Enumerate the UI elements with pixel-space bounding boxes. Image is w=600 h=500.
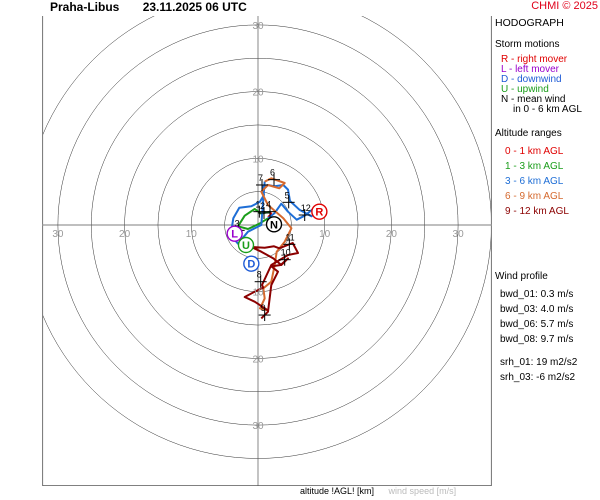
wind-profile-item: bwd_03: 4.0 m/s: [500, 304, 574, 315]
storm-motion-label: U: [242, 240, 250, 252]
altitude-range-item: 1 - 3 km AGL: [505, 161, 564, 172]
y-axis-label: wind speed [m/s]: [388, 486, 457, 496]
storm-motion-label: D: [247, 259, 255, 271]
footer: altitude !AGL! [km] wind speed [m/s]: [300, 486, 456, 496]
altitude-marker-label: 2: [260, 201, 265, 211]
tick-label: 10: [186, 229, 198, 240]
storm-motion-item: N - mean wind: [501, 94, 566, 105]
storm-motion-item: R - right mover: [501, 54, 568, 65]
wind-profile-title: Wind profile: [495, 271, 548, 282]
storm-motion-marker: [226, 225, 243, 242]
altitude-range-item: 9 - 12 km AGL: [505, 206, 569, 217]
altitude-marker-label: 1: [255, 200, 260, 210]
altitude-marker-label: 6: [270, 168, 275, 178]
storm-motions-list: R - right mover L - left mover D - downwin…: [495, 55, 582, 115]
datetime: 23.11.2025 06 UTC: [142, 0, 247, 14]
altitude-marker-label: 7: [258, 173, 263, 183]
altitude-range-item: 6 - 9 km AGL: [505, 191, 564, 202]
storm-motion-item: L - left mover: [501, 64, 559, 75]
hodograph-segment: [259, 177, 293, 312]
altitude-ranges-title: Altitude ranges: [495, 128, 562, 139]
tick-label: 20: [386, 229, 398, 240]
altitude-marker-label: 9: [261, 303, 266, 313]
tick-label: 10: [252, 154, 264, 165]
altitude-ranges-list: 0 - 1 km AGL 1 - 3 km AGL 3 - 6 km AGL 6 - …: [495, 147, 582, 222]
storm-motion-marker: [243, 255, 260, 272]
storm-motion-label: N: [270, 219, 278, 231]
chart-title: Praha-Libus 23.11.2025 06 UTC: [50, 0, 247, 14]
tick-label: 20: [252, 354, 264, 365]
legend-panel: HODOGRAPH Storm motions R - right mover L…: [495, 18, 582, 388]
storm-motion-item: D - downwind: [501, 74, 562, 85]
wind-profile-item: bwd_01: 0.3 m/s: [500, 289, 574, 300]
tick-label: 30: [52, 229, 64, 240]
altitude-marker-label: 10: [281, 248, 291, 258]
tick-label: 30: [252, 421, 264, 432]
axes-layer: [42, 16, 492, 486]
wind-profile-item: bwd_08: 9.7 m/s: [500, 334, 574, 345]
altitude-marker-label: 4: [266, 200, 271, 210]
altitude-marker-label: 11: [285, 232, 294, 242]
tick-label: 20: [119, 229, 131, 240]
tick-label: 10: [319, 229, 331, 240]
tick-label: 20: [252, 88, 264, 99]
panel-title: HODOGRAPH: [495, 17, 564, 29]
station-name: Praha-Libus: [50, 0, 120, 14]
wind-profile-list: bwd_01: 0.3 m/s bwd_03: 4.0 m/s bwd_06: 5.…: [495, 290, 582, 388]
wind-profile-item: srh_01: 19 m2/s2: [500, 357, 578, 368]
hodograph-segment: [243, 242, 299, 320]
storm-motion-label: R: [315, 207, 323, 219]
storm-motion-marker: [311, 203, 328, 220]
altitude-range-item: 0 - 1 km AGL: [505, 146, 564, 157]
wind-profile-item: bwd_06: 5.7 m/s: [500, 319, 574, 330]
storm-motion-marker: [265, 216, 283, 233]
altitude-marker-label: 8: [257, 270, 262, 280]
altitude-marker-label: 12: [301, 203, 311, 213]
altitude-range-item: 3 - 6 km AGL: [505, 176, 564, 187]
tick-label: 10: [252, 288, 264, 299]
tick-label: 30: [252, 21, 264, 32]
storm-motion-label: L: [231, 229, 238, 241]
copyright: CHMI © 2025: [531, 0, 598, 12]
x-axis-label: altitude !AGL! [km]: [300, 486, 375, 496]
altitude-marker-label: 5: [285, 190, 290, 200]
storm-motion-item: in 0 - 6 km AGL: [513, 104, 582, 115]
altitude-marker-label: 3: [235, 218, 240, 228]
storm-motion-item: U - upwind: [501, 84, 549, 95]
tick-label: 30: [453, 229, 465, 240]
storm-motion-marker: [237, 236, 255, 254]
wind-profile-item: srh_03: -6 m2/s2: [500, 372, 576, 383]
storm-motions-title: Storm motions: [495, 39, 560, 50]
